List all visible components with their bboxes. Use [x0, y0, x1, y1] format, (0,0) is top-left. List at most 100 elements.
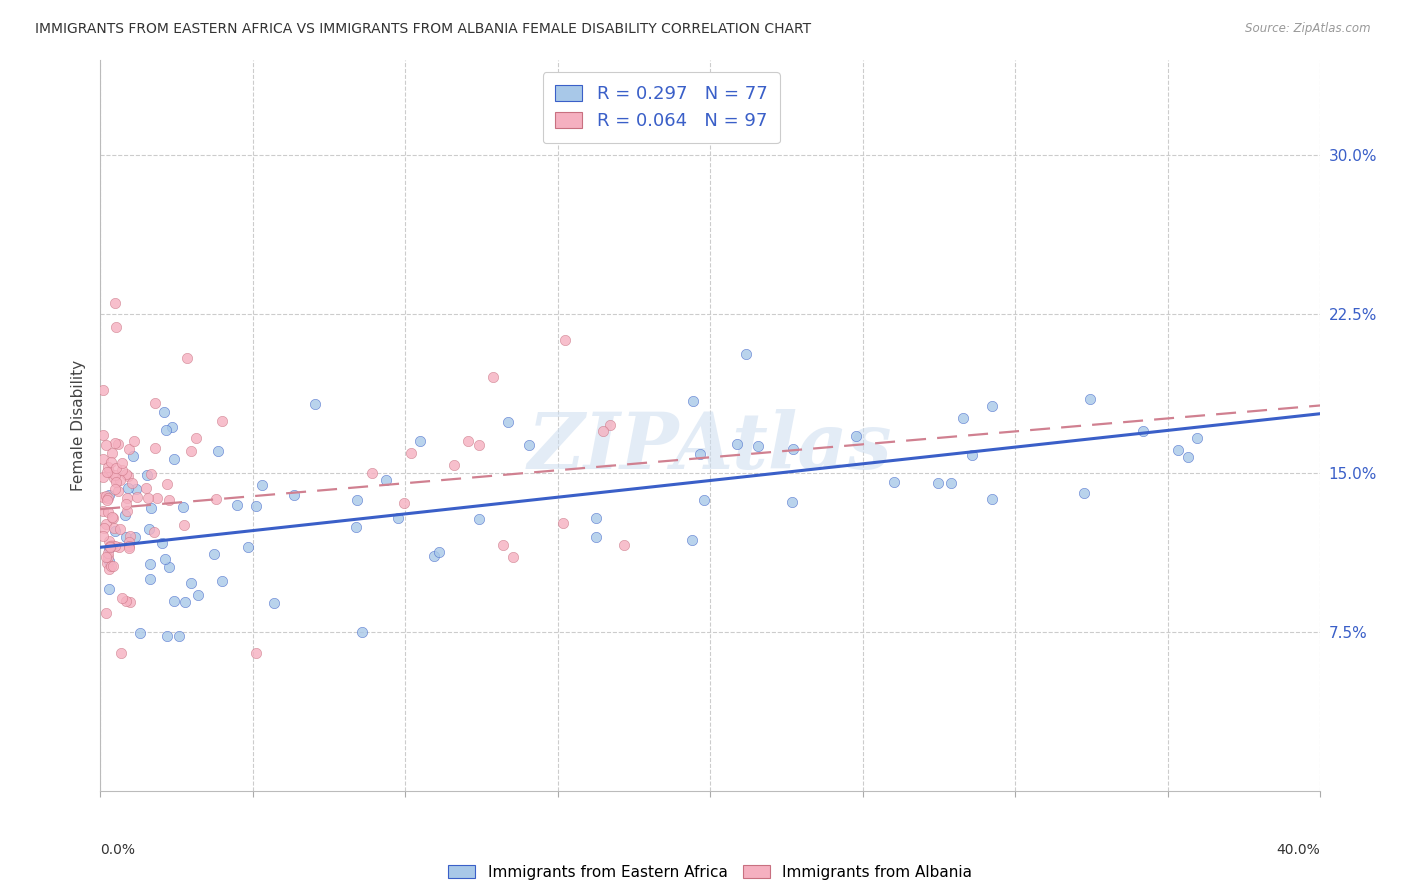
- Point: [114, 593, 136, 607]
- Point: [104, 524, 127, 539]
- Point: [502, 550, 524, 565]
- Point: [91, 383, 114, 397]
- Point: [245, 646, 267, 660]
- Point: [1132, 425, 1154, 439]
- Point: [599, 418, 621, 433]
- Point: [98, 562, 121, 576]
- Point: [97, 491, 120, 505]
- Point: [108, 473, 131, 487]
- Point: [163, 451, 186, 466]
- Point: [612, 539, 634, 553]
- Point: [117, 504, 139, 518]
- Point: [91, 428, 114, 442]
- Point: [94, 438, 117, 452]
- Point: [96, 606, 118, 620]
- Text: Source: ZipAtlas.com: Source: ZipAtlas.com: [1246, 22, 1371, 36]
- Point: [153, 552, 176, 566]
- Point: [114, 497, 136, 511]
- Point: [139, 572, 162, 586]
- Point: [103, 483, 125, 497]
- Point: [97, 534, 120, 549]
- Point: [98, 488, 121, 502]
- Point: [103, 471, 125, 485]
- Point: [174, 595, 197, 609]
- Point: [517, 438, 540, 452]
- Point: [104, 436, 127, 450]
- Text: ZIPAtlas: ZIPAtlas: [527, 409, 893, 485]
- Point: [387, 510, 409, 524]
- Point: [392, 496, 415, 510]
- Point: [108, 540, 131, 554]
- Point: [681, 533, 703, 547]
- Point: [122, 434, 145, 449]
- Point: [180, 575, 202, 590]
- Point: [103, 521, 125, 535]
- Point: [111, 463, 134, 477]
- Point: [91, 528, 114, 542]
- Point: [104, 461, 127, 475]
- Point: [153, 405, 176, 419]
- Point: [100, 509, 122, 524]
- Point: [245, 500, 267, 514]
- Point: [1078, 392, 1101, 407]
- Point: [97, 549, 120, 564]
- Point: [163, 594, 186, 608]
- Point: [204, 547, 226, 561]
- Point: [114, 530, 136, 544]
- Point: [138, 557, 160, 571]
- Point: [100, 559, 122, 574]
- Point: [173, 518, 195, 533]
- Point: [150, 536, 173, 550]
- Point: [98, 540, 121, 554]
- Point: [121, 476, 143, 491]
- Point: [399, 446, 422, 460]
- Point: [187, 588, 209, 602]
- Point: [457, 434, 479, 449]
- Point: [97, 546, 120, 560]
- Point: [143, 524, 166, 539]
- Point: [226, 498, 249, 512]
- Point: [98, 541, 121, 555]
- Point: [120, 529, 142, 543]
- Point: [94, 516, 117, 531]
- Point: [98, 582, 121, 596]
- Point: [845, 429, 868, 443]
- Point: [105, 475, 128, 489]
- Point: [93, 521, 115, 535]
- Point: [91, 470, 114, 484]
- Point: [780, 495, 803, 509]
- Point: [124, 531, 146, 545]
- Point: [157, 559, 180, 574]
- Point: [138, 522, 160, 536]
- Point: [111, 456, 134, 470]
- Point: [120, 595, 142, 609]
- Point: [360, 466, 382, 480]
- Point: [160, 420, 183, 434]
- Point: [939, 476, 962, 491]
- Point: [135, 481, 157, 495]
- Point: [117, 539, 139, 553]
- Point: [118, 442, 141, 457]
- Point: [585, 530, 607, 544]
- Point: [782, 442, 804, 456]
- Point: [492, 539, 515, 553]
- Point: [1073, 486, 1095, 500]
- Point: [883, 475, 905, 489]
- Point: [747, 440, 769, 454]
- Point: [211, 414, 233, 428]
- Point: [146, 491, 169, 505]
- Point: [96, 493, 118, 508]
- Point: [111, 591, 134, 606]
- Point: [1185, 431, 1208, 445]
- Point: [554, 333, 576, 347]
- Point: [107, 436, 129, 450]
- Point: [104, 467, 127, 482]
- Point: [100, 455, 122, 469]
- Point: [409, 434, 432, 448]
- Point: [115, 467, 138, 481]
- Point: [725, 437, 748, 451]
- Point: [1177, 450, 1199, 465]
- Text: 0.0%: 0.0%: [100, 843, 135, 857]
- Point: [553, 516, 575, 531]
- Point: [139, 467, 162, 481]
